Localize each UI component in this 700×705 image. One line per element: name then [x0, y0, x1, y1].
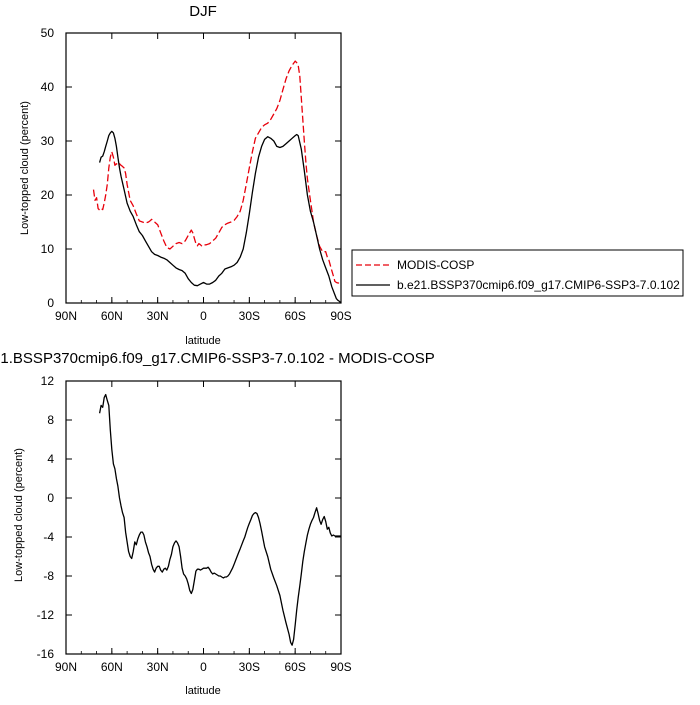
- y-tick-label-bottom: -8: [43, 569, 54, 583]
- y-tick-label-bottom: -12: [37, 608, 55, 622]
- x-tick-label-top: 0: [200, 309, 207, 323]
- y-tick-label-bottom: 12: [41, 374, 55, 388]
- series-bottom: [98, 393, 341, 646]
- y-tick-label-bottom: 4: [47, 452, 54, 466]
- legend-label-modis: MODIS-COSP: [397, 258, 474, 272]
- x-tick-label-bottom: 90N: [55, 660, 77, 674]
- y-tick-label-top: 50: [41, 26, 55, 40]
- ticks-top: 90N 60N 30N 0 30S 60S 90S 0 10 20 30 40 50: [41, 26, 352, 323]
- plot-frame-bottom: [65, 380, 342, 655]
- x-tick-label-top: 90N: [55, 309, 77, 323]
- chart-title-top: DJF: [189, 3, 217, 20]
- x-tick-label-bottom: 90S: [330, 660, 351, 674]
- x-tick-label-bottom: 0: [200, 660, 207, 674]
- legend: MODIS-COSP b.e21.BSSP370cmip6.f09_g17.CM…: [351, 249, 684, 297]
- ticks-bottom: 90N 60N 30N 0 30S 60S 90S -16 -12 -8 -4 0 4 8 12: [37, 374, 352, 674]
- x-axis-label-top: latitude: [185, 335, 220, 347]
- series-line-top-1: [98, 130, 342, 304]
- y-tick-label-top: 0: [47, 296, 54, 310]
- series-top: [92, 60, 342, 304]
- legend-box: [351, 249, 684, 297]
- x-tick-label-top: 60N: [101, 309, 123, 323]
- x-tick-label-bottom: 60S: [284, 660, 305, 674]
- x-axis-label-bottom: latitude: [185, 685, 220, 697]
- y-axis-label-top: Low-topped cloud (percent): [19, 101, 31, 235]
- plot-frame-top: [65, 32, 342, 304]
- y-tick-label-bottom: -16: [37, 647, 55, 661]
- y-tick-label-top: 20: [41, 188, 55, 202]
- legend-label-model: b.e21.BSSP370cmip6.f09_g17.CMIP6-SSP3-7.…: [397, 278, 680, 292]
- chart-title-bottom: b.e21.BSSP370cmip6.f09_g17.CMIP6-SSP3-7.…: [0, 350, 435, 367]
- y-tick-label-bottom: 0: [47, 491, 54, 505]
- series-line-top-0: [92, 60, 342, 285]
- x-tick-label-bottom: 30N: [147, 660, 169, 674]
- y-tick-label-top: 30: [41, 134, 55, 148]
- y-axis-label-bottom: Low-topped cloud (percent): [13, 448, 25, 582]
- y-tick-label-bottom: 8: [47, 413, 54, 427]
- x-tick-label-bottom: 60N: [101, 660, 123, 674]
- x-tick-label-top: 30N: [147, 309, 169, 323]
- y-tick-label-top: 40: [41, 80, 55, 94]
- x-tick-label-top: 30S: [239, 309, 260, 323]
- x-tick-label-top: 90S: [330, 309, 351, 323]
- x-tick-label-top: 60S: [284, 309, 305, 323]
- panel-top: DJF Low-topped cloud (percent) latitude …: [19, 3, 352, 347]
- y-tick-label-bottom: -4: [43, 530, 54, 544]
- y-tick-label-top: 10: [41, 242, 55, 256]
- series-line-bottom-0: [98, 393, 341, 646]
- x-tick-label-bottom: 30S: [239, 660, 260, 674]
- panel-bottom: b.e21.BSSP370cmip6.f09_g17.CMIP6-SSP3-7.…: [0, 350, 435, 697]
